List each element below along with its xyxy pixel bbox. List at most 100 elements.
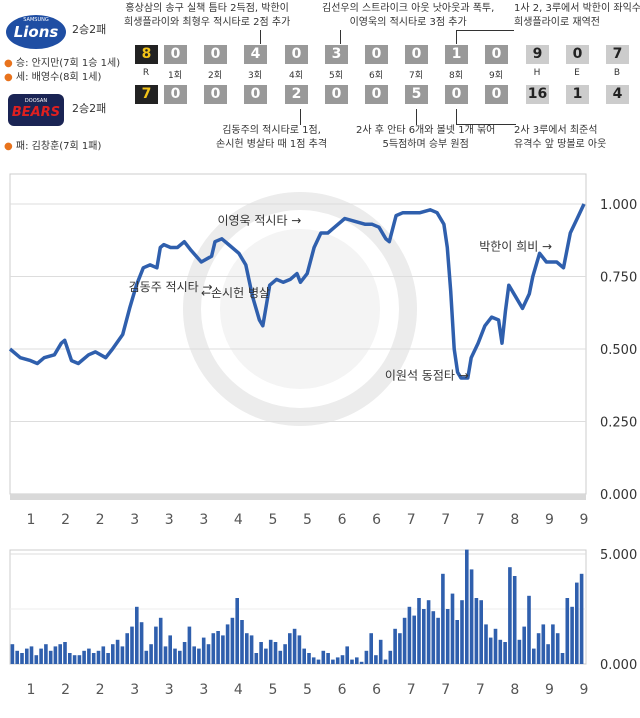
x-tick-label: 6 [372, 682, 381, 698]
bar [130, 626, 134, 664]
h-label: H [533, 68, 541, 78]
bar [77, 655, 82, 664]
save-pitcher: ● 세: 배영수(8회 1세) [4, 72, 102, 83]
bar [560, 653, 565, 664]
bar [412, 615, 416, 664]
away-inning-score: 0 [405, 45, 428, 64]
bar [536, 633, 541, 664]
svg-text:SAMSUNG: SAMSUNG [23, 17, 49, 23]
bar [546, 644, 550, 664]
bar [311, 657, 316, 664]
win-probability-line [8, 203, 586, 380]
bar [48, 650, 53, 664]
bar [326, 653, 330, 664]
bar [168, 635, 172, 664]
x-tick-label: 3 [130, 512, 139, 528]
x-tick-label: 3 [165, 512, 174, 528]
home-inning-score: 0 [365, 85, 388, 104]
runs-label: R [142, 68, 150, 78]
y-tick-label: 0.500 [600, 343, 637, 358]
home-e: 1 [566, 85, 589, 104]
x-tick-label: 9 [545, 512, 554, 528]
bar [15, 650, 19, 664]
bar [225, 624, 230, 664]
y-tick-label: 0.000 [600, 488, 637, 503]
bar [235, 598, 239, 664]
y-tick-label: 0.250 [600, 416, 637, 431]
bar [10, 644, 15, 664]
home-inning-score: 0 [204, 85, 227, 104]
x-tick-label: 5 [268, 682, 277, 698]
bar [115, 639, 120, 664]
annotation-bottom-8: 2사 3루에서 최준석 유격수 앞 땅볼로 아웃 [514, 125, 607, 150]
bar [350, 659, 354, 664]
bar [541, 624, 546, 664]
away-inning-score: 0 [164, 45, 187, 64]
y-tick-label: 0.000 [600, 658, 637, 673]
home-inning-score: 0 [485, 85, 508, 104]
bar [292, 628, 297, 664]
bar [245, 633, 249, 664]
inning-label: 3회 [247, 71, 262, 81]
bar [264, 648, 268, 664]
bar [522, 626, 526, 664]
bar [230, 617, 235, 664]
x-tick-label: 3 [130, 682, 139, 698]
bar [508, 567, 512, 664]
bar [206, 644, 211, 664]
bar [335, 657, 340, 664]
bar [221, 635, 225, 664]
x-tick-label: 4 [234, 512, 243, 528]
home-record: 2승2패 [72, 102, 107, 115]
bar [579, 573, 584, 664]
bar [398, 633, 402, 664]
x-tick-label: 8 [510, 512, 519, 528]
bar [254, 653, 259, 664]
bar [402, 617, 407, 664]
bar [283, 644, 287, 664]
bar [422, 609, 426, 664]
x-tick-label: 7 [476, 512, 485, 528]
x-tick-label: 3 [199, 682, 208, 698]
inning-label: 6회 [368, 71, 383, 81]
bar [34, 655, 39, 664]
bar [20, 653, 24, 664]
bar [355, 657, 359, 664]
inning-label: 1회 [167, 71, 182, 81]
bar [527, 595, 531, 664]
bar [570, 606, 574, 664]
bar [417, 598, 421, 664]
bar [187, 626, 192, 664]
bar [331, 659, 335, 664]
home-runs: 7 [135, 85, 158, 104]
away-inning-score: 0 [485, 45, 508, 64]
chart-annotation: 박한이 희비 → [479, 239, 552, 253]
away-h: 9 [526, 45, 549, 64]
home-inning-score: 2 [285, 85, 308, 104]
home-inning-score: 0 [445, 85, 468, 104]
bar [512, 576, 517, 664]
bar [44, 644, 48, 664]
x-tick-label: 3 [165, 682, 174, 698]
bar [72, 655, 77, 664]
bar [106, 653, 110, 664]
bar [101, 646, 106, 664]
x-tick-label: 6 [338, 682, 347, 698]
bar [125, 633, 129, 664]
away-runs: 8 [135, 45, 158, 64]
bar [575, 582, 579, 664]
bar [359, 661, 364, 664]
bar [484, 624, 488, 664]
home-inning-score: 5 [405, 85, 428, 104]
away-inning-score: 0 [365, 45, 388, 64]
chart-annotation: ←손시헌 병살 [201, 286, 270, 300]
bar [479, 600, 483, 664]
annotation-top-3: 홍상삼의 송구 실책 틈타 2득점, 박한이 희생플라이와 최형우 적시타로 2점… [124, 3, 291, 28]
away-e: 0 [566, 45, 589, 64]
bar [321, 650, 326, 664]
bar [488, 637, 493, 664]
bar [178, 650, 182, 664]
bar [273, 642, 278, 664]
bar [111, 644, 115, 664]
svg-text:BEARS: BEARS [12, 105, 60, 120]
